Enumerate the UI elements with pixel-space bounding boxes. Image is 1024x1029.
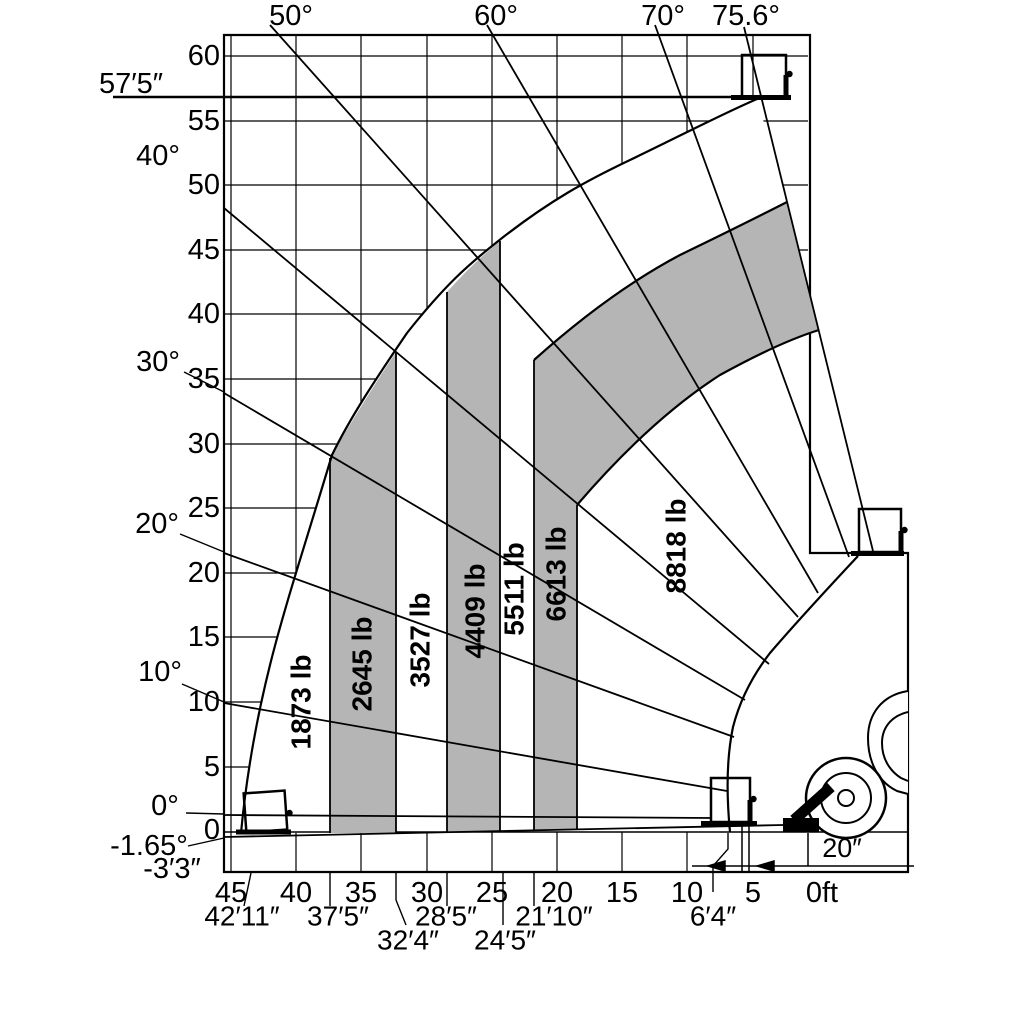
wheel-icon — [804, 756, 888, 840]
angle-label-40: 40° — [136, 140, 180, 172]
boom-heel-icon — [790, 782, 835, 825]
top-angle-labels: 50° 60° 70° 75.6° — [269, 0, 780, 32]
height-axis-ticks: 60 55 50 45 40 35 30 25 20 15 10 5 0 — [188, 40, 220, 846]
fender-inner-icon — [880, 711, 909, 782]
height-tick: 0 — [204, 814, 220, 846]
zone-label-3527: 3527 lb — [405, 593, 436, 688]
fork-load-icon-bottom-center — [701, 776, 757, 826]
line-30deg — [223, 392, 746, 701]
distance-tick: 10 — [671, 877, 703, 909]
distance-tick: 15 — [606, 877, 638, 909]
height-tick: 35 — [188, 363, 220, 395]
distance-tick: 20 — [541, 877, 573, 909]
band-outer-arc — [533, 201, 788, 361]
height-tick: 15 — [188, 621, 220, 653]
height-tick: 5 — [204, 751, 220, 783]
zone-label-4409: 4409 lb — [460, 564, 491, 659]
angle-label-60: 60° — [474, 0, 518, 32]
fork-symbols — [236, 53, 908, 835]
zone-label-5511: 5511 lb — [499, 542, 530, 635]
angle-label-30: 30° — [136, 346, 180, 378]
line-70deg — [654, 24, 850, 558]
band-inner-arc — [576, 328, 820, 506]
zone-boundary-lines — [329, 241, 578, 833]
angle-label-50: 50° — [269, 0, 313, 32]
wheel-hub-icon — [837, 789, 855, 807]
height-tick: 40 — [188, 298, 220, 330]
height-tick: 55 — [188, 105, 220, 137]
label-leaders — [179, 371, 729, 926]
distance-tick: 30 — [411, 877, 443, 909]
capacity-zone-labels: 1873 lb 2645 lb 3527 lb 4409 lb 5511 lb … — [286, 499, 692, 750]
height-tick: 50 — [188, 169, 220, 201]
fork-load-icon-top — [731, 53, 793, 100]
height-tick: 30 — [188, 428, 220, 460]
reach-label-21-10: 21′10″ — [515, 901, 593, 932]
below-grade-label: -3′3″ — [143, 853, 201, 885]
max-height-label: 57′5″ — [99, 68, 163, 100]
distance-tick: 25 — [476, 877, 508, 909]
height-tick: 25 — [188, 492, 220, 524]
distance-tick: 35 — [345, 877, 377, 909]
zone-label-8818: 8818 lb — [661, 499, 692, 594]
band-4409 — [447, 241, 500, 832]
line-neg1-65deg — [223, 824, 784, 838]
line-20deg — [223, 552, 735, 738]
height-tick: 45 — [188, 234, 220, 266]
line-60deg — [486, 24, 819, 594]
angle-label-75-6: 75.6° — [712, 0, 780, 32]
line-75-6deg — [743, 26, 874, 552]
left-labels: 57′5″ 40° 30° 20° 10° 0° -1.65° -3′3″ — [99, 68, 201, 885]
line-0deg — [223, 814, 713, 819]
outer-envelope-arc — [239, 97, 758, 834]
height-tick: 20 — [188, 557, 220, 589]
zone-label-6613: 6613 lb — [541, 527, 572, 622]
distance-axis-ticks: 45 40 35 30 25 20 15 10 5 0ft — [215, 877, 838, 909]
boom-pad-icon — [783, 818, 819, 832]
reach-label-42-11: 42′11″ — [204, 901, 279, 932]
zone-label-2645: 2645 lb — [347, 617, 378, 712]
angle-label-70: 70° — [641, 0, 685, 32]
angle-label-20: 20° — [135, 508, 179, 540]
line-50deg — [269, 24, 799, 618]
line-10deg — [223, 702, 728, 792]
height-tick: 60 — [188, 40, 220, 72]
reach-label-6-4: 6′4″ — [690, 901, 736, 932]
load-center-dimension — [692, 824, 914, 873]
distance-tick: 5 — [745, 877, 761, 909]
load-center-label: 20″ — [822, 833, 862, 863]
reach-labels: 42′11″ 37′5″ 28′5″ 21′10″ 6′4″ 32′4″ 24′… — [204, 901, 736, 956]
boom-angle-lines — [223, 24, 874, 838]
distance-tick: 40 — [280, 877, 312, 909]
angle-label-0: 0° — [151, 790, 179, 822]
chart-frame — [222, 33, 910, 874]
fork-load-icon-right — [851, 507, 908, 556]
line-40deg — [223, 207, 770, 665]
reach-label-28-5: 28′5″ — [415, 901, 477, 932]
machine-graphic — [783, 690, 909, 840]
angle-label-10: 10° — [138, 656, 182, 688]
height-tick: 10 — [188, 686, 220, 718]
envelope-arcs — [239, 97, 859, 834]
distance-tick: 0ft — [806, 877, 838, 909]
retracted-boom-arc — [726, 555, 859, 833]
distance-tick: 45 — [215, 877, 247, 909]
angle-label-neg1-65: -1.65° — [110, 830, 188, 862]
zone-label-1873: 1873 lb — [286, 655, 317, 750]
reach-label-32-4: 32′4″ — [377, 925, 439, 956]
reach-label-37-5: 37′5″ — [307, 901, 369, 932]
fork-load-icon-bottom-left — [236, 789, 293, 835]
band-2645 — [330, 352, 396, 833]
reach-label-24-5: 24′5″ — [474, 925, 536, 956]
